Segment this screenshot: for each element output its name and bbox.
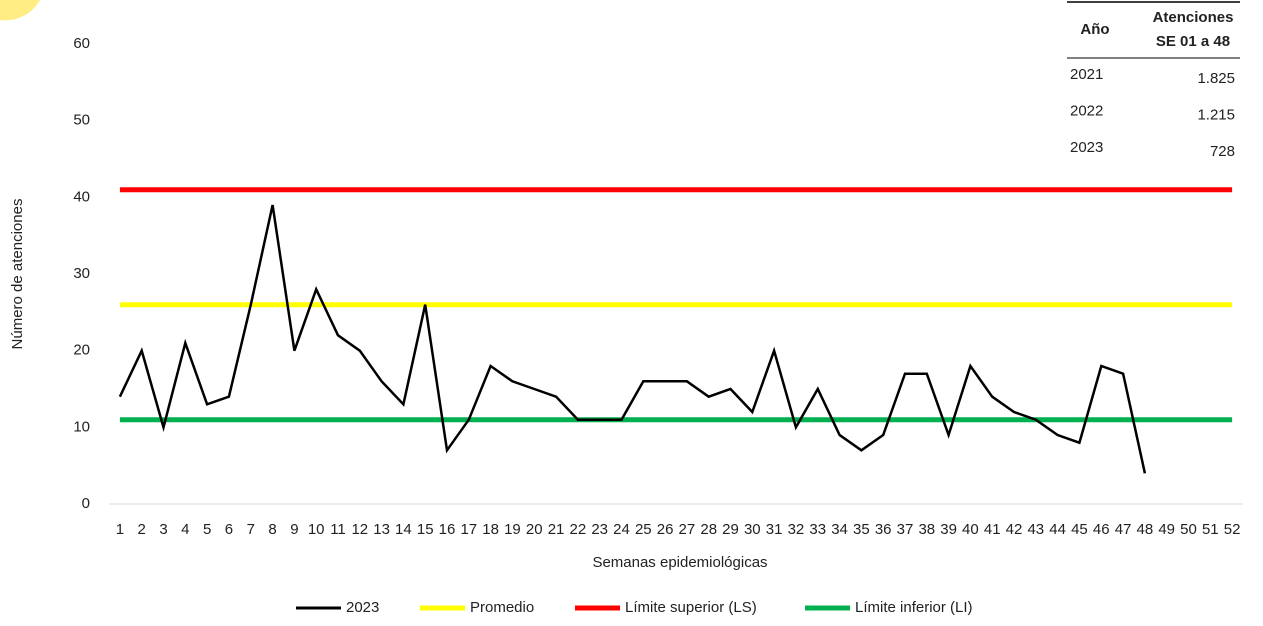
y-tick-label: 20 (73, 342, 90, 359)
x-tick-label: 46 (1093, 521, 1110, 538)
table-header: SE 01 a 48 (1156, 33, 1230, 50)
x-tick-label: 24 (613, 521, 630, 538)
x-tick-label: 19 (504, 521, 521, 538)
x-tick-label: 31 (766, 521, 783, 538)
x-tick-label: 51 (1202, 521, 1219, 538)
x-tick-label: 6 (225, 521, 233, 538)
x-tick-label: 44 (1049, 521, 1066, 538)
x-tick-label: 2 (138, 521, 146, 538)
legend-label: 2023 (346, 599, 379, 616)
x-tick-label: 48 (1137, 521, 1154, 538)
table-header: Año (1080, 21, 1109, 38)
y-tick-label: 60 (73, 35, 90, 52)
table-cell: 2022 (1070, 102, 1103, 119)
x-tick-label: 38 (918, 521, 935, 538)
x-tick-label: 26 (657, 521, 674, 538)
table-cell: 2023 (1070, 139, 1103, 156)
x-tick-label: 7 (247, 521, 255, 538)
table-cell: 1.825 (1197, 70, 1235, 87)
x-tick-label: 5 (203, 521, 211, 538)
x-tick-label: 30 (744, 521, 761, 538)
x-tick-label: 16 (439, 521, 456, 538)
x-tick-label: 4 (181, 521, 189, 538)
x-tick-label: 8 (268, 521, 276, 538)
y-tick-label: 40 (73, 188, 90, 205)
x-tick-label: 13 (373, 521, 390, 538)
x-tick-label: 35 (853, 521, 870, 538)
x-tick-label: 9 (290, 521, 298, 538)
x-tick-label: 15 (417, 521, 434, 538)
x-tick-label: 14 (395, 521, 412, 538)
x-tick-label: 10 (308, 521, 325, 538)
x-tick-label: 43 (1027, 521, 1044, 538)
x-tick-label: 29 (722, 521, 739, 538)
y-tick-label: 0 (82, 495, 90, 512)
x-tick-label: 40 (962, 521, 979, 538)
x-tick-label: 12 (351, 521, 368, 538)
x-tick-label: 39 (940, 521, 957, 538)
x-tick-label: 47 (1115, 521, 1132, 538)
x-tick-label: 37 (897, 521, 914, 538)
x-tick-label: 32 (788, 521, 805, 538)
x-tick-label: 18 (482, 521, 499, 538)
x-tick-label: 42 (1006, 521, 1023, 538)
x-tick-label: 22 (570, 521, 587, 538)
x-tick-label: 52 (1224, 521, 1241, 538)
series-line (118, 204, 1147, 474)
x-tick-label: 45 (1071, 521, 1088, 538)
x-tick-label: 34 (831, 521, 848, 538)
x-tick-label: 20 (526, 521, 543, 538)
x-tick-label: 36 (875, 521, 892, 538)
x-tick-label: 17 (460, 521, 477, 538)
y-tick-label: 30 (73, 265, 90, 282)
x-tick-label: 41 (984, 521, 1001, 538)
x-axis-label: Semanas epidemiológicas (592, 554, 767, 571)
y-axis-label: Número de atenciones (9, 199, 26, 350)
legend-label: Promedio (470, 599, 534, 616)
x-tick-label: 25 (635, 521, 652, 538)
corner-decoration (0, 0, 40, 21)
x-tick-label: 33 (809, 521, 826, 538)
legend-label: Límite inferior (LI) (855, 599, 973, 616)
x-tick-label: 49 (1158, 521, 1175, 538)
table-header: Atenciones (1153, 9, 1234, 26)
y-tick-label: 50 (73, 112, 90, 129)
x-tick-label: 3 (159, 521, 167, 538)
table-cell: 1.215 (1197, 106, 1235, 123)
x-tick-label: 28 (700, 521, 717, 538)
legend-label: Límite superior (LS) (625, 599, 757, 616)
x-tick-label: 27 (679, 521, 696, 538)
x-tick-label: 21 (548, 521, 565, 538)
x-tick-label: 11 (330, 521, 346, 538)
y-tick-label: 10 (73, 418, 90, 435)
x-tick-label: 1 (116, 521, 124, 538)
table-cell: 728 (1210, 143, 1235, 160)
x-tick-label: 50 (1180, 521, 1197, 538)
x-tick-label: 23 (591, 521, 608, 538)
table-cell: 2021 (1070, 66, 1103, 83)
